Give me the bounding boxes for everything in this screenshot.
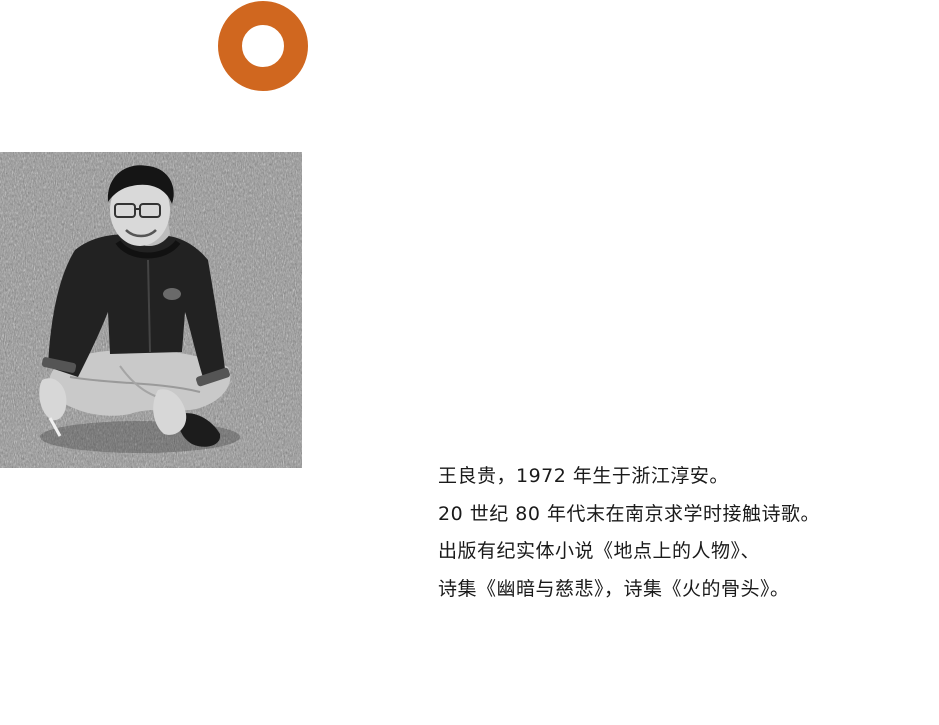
author-bio: 王良贵，1972 年生于浙江淳安。 20 世纪 80 年代末在南京求学时接触诗歌…	[438, 458, 933, 608]
bio-line: 王良贵，1972 年生于浙江淳安。	[438, 465, 729, 487]
orange-ring-icon	[218, 1, 308, 91]
portrait-photo-icon	[0, 152, 302, 468]
bio-line: 20 世纪 80 年代末在南京求学时接触诗歌。	[438, 502, 820, 525]
portrait-photo	[0, 152, 302, 468]
bio-line: 出版有纪实体小说《地点上的人物》、	[438, 540, 761, 562]
bio-line: 诗集《幽暗与慈悲》，诗集《火的骨头》。	[438, 577, 790, 600]
